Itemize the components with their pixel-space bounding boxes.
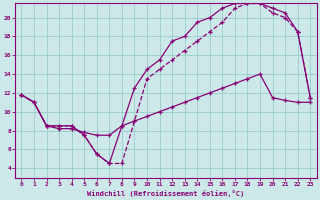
X-axis label: Windchill (Refroidissement éolien,°C): Windchill (Refroidissement éolien,°C) xyxy=(87,190,244,197)
